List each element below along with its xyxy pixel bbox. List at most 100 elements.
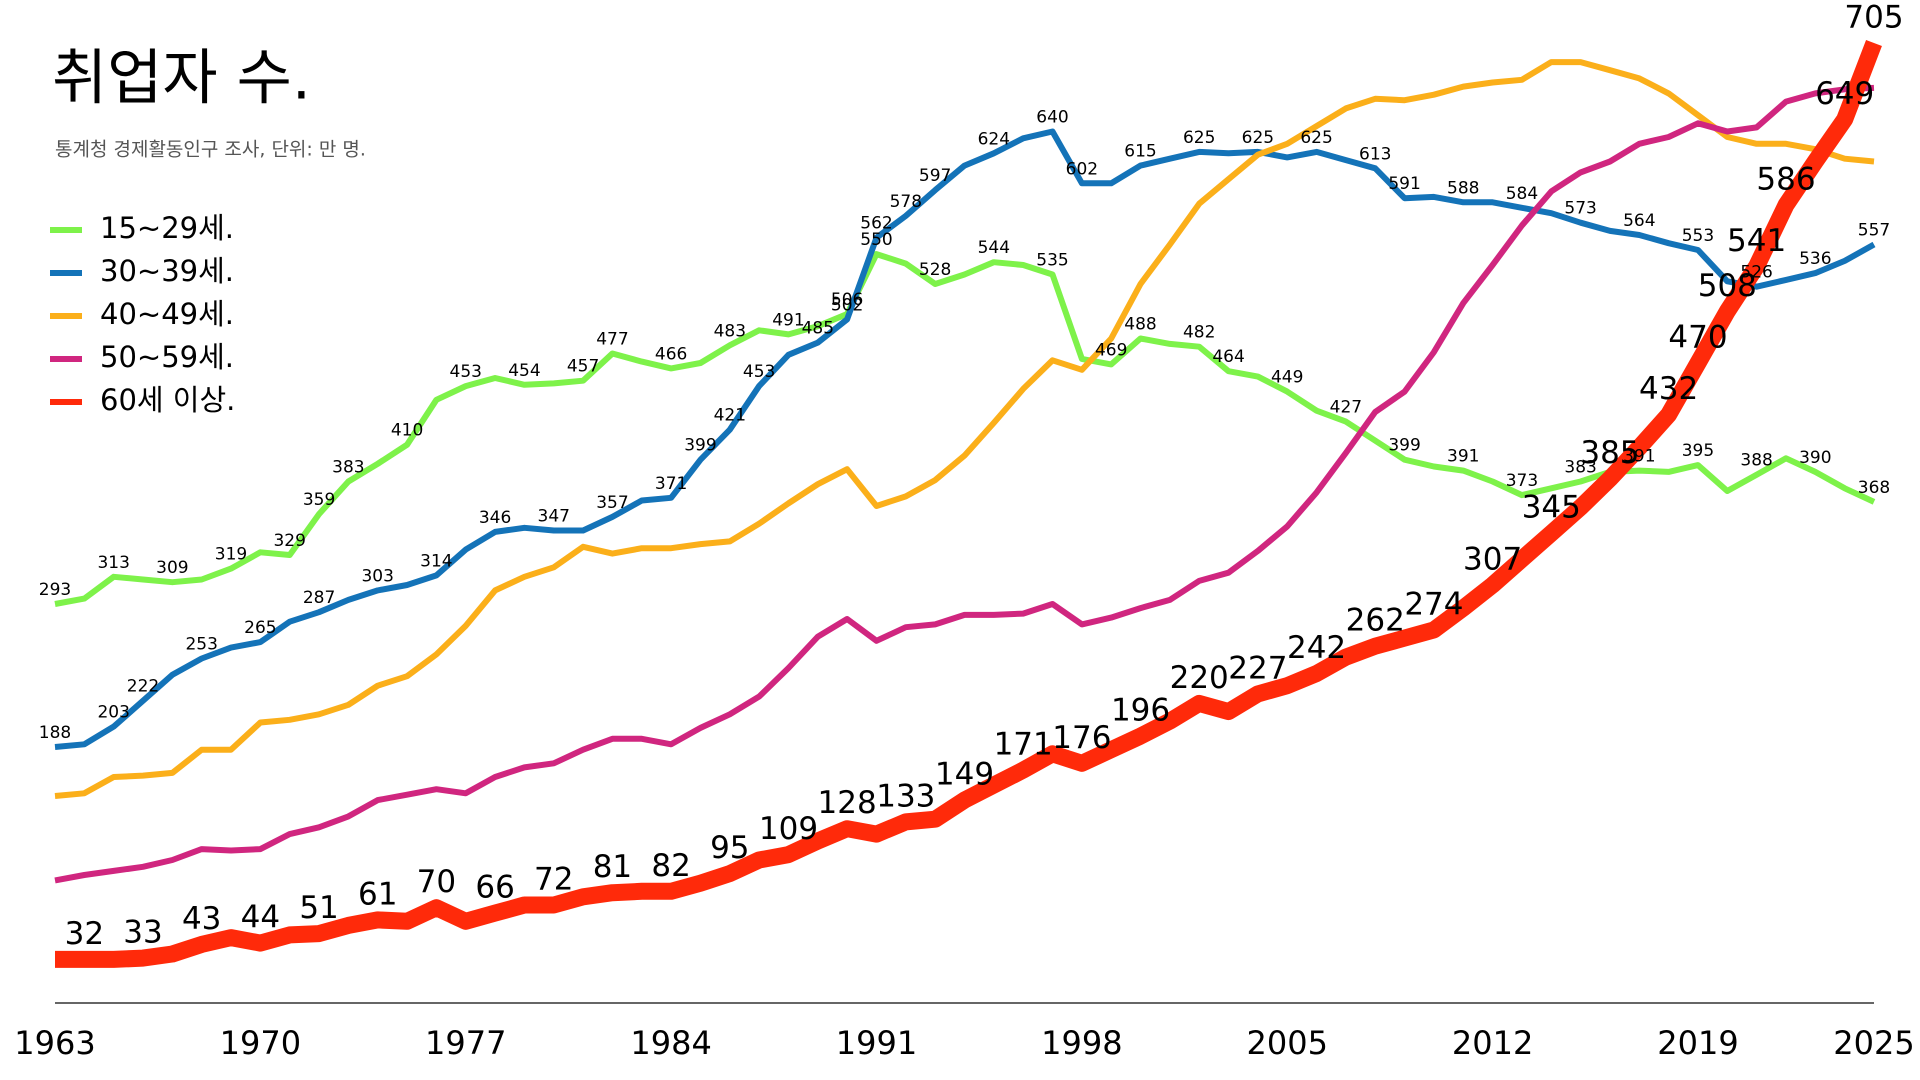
data-label: 345 (1522, 490, 1581, 526)
data-label: 432 (1639, 371, 1698, 407)
data-label: 383 (332, 457, 364, 477)
data-label: 390 (1799, 448, 1831, 468)
data-label: 705 (1844, 0, 1903, 36)
data-label: 613 (1359, 144, 1391, 164)
x-tick-label: 1977 (425, 1024, 506, 1062)
data-label: 368 (1858, 478, 1890, 498)
data-label: 293 (39, 580, 71, 600)
data-label: 265 (244, 618, 276, 638)
data-label: 203 (97, 703, 129, 723)
data-label: 584 (1506, 184, 1538, 204)
data-label: 133 (876, 778, 935, 814)
data-label: 550 (860, 230, 892, 250)
data-label: 508 (1698, 268, 1757, 304)
data-label: 220 (1170, 660, 1229, 696)
data-label: 196 (1111, 693, 1170, 729)
data-label: 470 (1668, 320, 1727, 356)
data-label: 586 (1756, 162, 1815, 198)
data-label: 449 (1271, 368, 1303, 388)
data-label: 227 (1228, 650, 1287, 686)
data-label: 624 (978, 129, 1010, 149)
data-label: 319 (215, 545, 247, 565)
chart-subtitle: 통계청 경제활동인구 조사, 단위: 만 명. (55, 139, 366, 161)
data-label: 399 (684, 436, 716, 456)
data-label: 309 (156, 558, 188, 578)
data-label: 347 (538, 506, 570, 526)
data-label: 602 (1066, 159, 1098, 179)
data-label: 453 (450, 362, 482, 382)
data-label: 357 (596, 493, 628, 513)
data-label: 399 (1388, 436, 1420, 456)
data-label: 61 (358, 876, 397, 912)
series-line (54, 84, 1875, 884)
legend-label: 60세 이상. (100, 383, 235, 417)
chart-title: 취업자 수. (52, 44, 311, 114)
data-label: 482 (1183, 323, 1215, 343)
data-label: 391 (1623, 447, 1655, 467)
data-label: 544 (978, 238, 1010, 258)
data-label: 307 (1463, 541, 1522, 577)
data-label: 536 (1799, 249, 1831, 269)
data-label: 410 (391, 421, 423, 441)
data-label: 32 (65, 916, 104, 952)
data-label: 222 (127, 677, 159, 697)
series-line (55, 39, 1882, 968)
data-label: 242 (1287, 630, 1346, 666)
data-label: 573 (1564, 199, 1596, 219)
data-label: 464 (1212, 347, 1244, 367)
data-label: 502 (831, 295, 863, 315)
data-label: 128 (818, 785, 877, 821)
data-label: 535 (1036, 250, 1068, 270)
data-label: 82 (651, 848, 690, 884)
data-label: 274 (1404, 586, 1463, 622)
data-label: 303 (361, 566, 393, 586)
data-label: 421 (714, 406, 746, 426)
legend-label: 40~49세. (100, 297, 234, 331)
data-label: 591 (1388, 174, 1420, 194)
data-label: 51 (299, 890, 338, 926)
data-label: 491 (772, 310, 804, 330)
data-label: 314 (420, 551, 452, 571)
data-label: 359 (303, 490, 335, 510)
data-label: 66 (475, 870, 514, 906)
x-tick-label: 2005 (1247, 1024, 1328, 1062)
data-label: 615 (1124, 142, 1156, 162)
data-label: 562 (860, 214, 892, 234)
data-label: 578 (890, 192, 922, 212)
x-tick-label: 1998 (1041, 1024, 1122, 1062)
data-label: 541 (1727, 223, 1786, 259)
data-label: 109 (759, 811, 818, 847)
data-label: 395 (1682, 441, 1714, 461)
data-label: 466 (655, 344, 687, 364)
data-label: 171 (994, 727, 1053, 763)
data-label: 346 (479, 508, 511, 528)
x-tick-label: 1991 (836, 1024, 917, 1062)
data-label: 649 (1815, 76, 1874, 112)
data-label: 597 (919, 166, 951, 186)
data-label: 477 (596, 329, 628, 349)
data-label: 640 (1036, 108, 1068, 128)
x-tick-label: 2019 (1657, 1024, 1738, 1062)
data-label: 329 (273, 531, 305, 551)
data-label: 457 (567, 357, 599, 377)
legend-label: 15~29세. (100, 211, 234, 245)
x-tick-label: 1970 (220, 1024, 301, 1062)
data-label: 176 (1052, 720, 1111, 756)
data-label: 427 (1330, 398, 1362, 418)
series-line (54, 59, 1875, 799)
data-label: 95 (710, 830, 749, 866)
data-label: 557 (1858, 221, 1890, 241)
data-label: 43 (182, 901, 221, 937)
data-label: 287 (303, 588, 335, 608)
data-label: 485 (802, 319, 834, 339)
x-tick-label: 1984 (630, 1024, 711, 1062)
data-label: 528 (919, 260, 951, 280)
data-label: 625 (1300, 128, 1332, 148)
data-label: 149 (935, 757, 994, 793)
data-label: 454 (508, 361, 540, 381)
data-label: 388 (1740, 451, 1772, 471)
data-label: 483 (714, 321, 746, 341)
data-label: 453 (743, 362, 775, 382)
data-label: 253 (185, 634, 217, 654)
data-label: 564 (1623, 211, 1655, 231)
